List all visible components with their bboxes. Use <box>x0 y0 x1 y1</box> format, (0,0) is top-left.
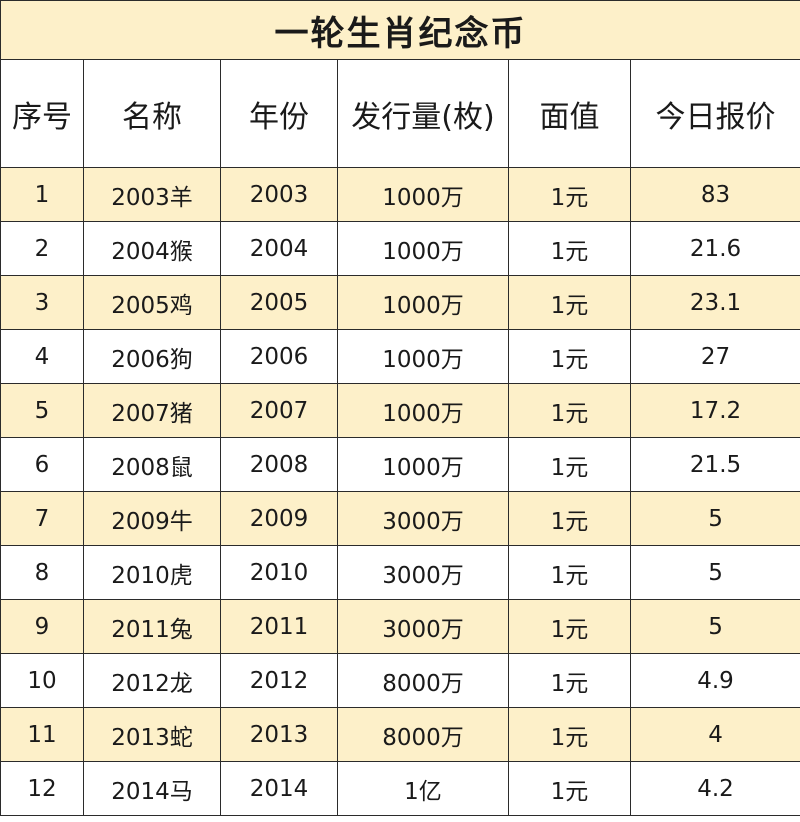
cell-name: 2007猪 <box>83 383 221 438</box>
cell-today-price: 21.5 <box>629 437 800 492</box>
cell-face-value: 1元 <box>508 707 631 762</box>
cell-name: 2011兔 <box>83 599 221 654</box>
table-row: 5 2007猪 2007 1000万 1元 17.2 <box>0 383 800 438</box>
header-row: 序号 名称 年份 发行量(枚) 面值 今日报价 <box>0 59 800 168</box>
cell-index: 7 <box>0 491 84 546</box>
cell-face-value: 1元 <box>508 491 631 546</box>
table-row: 6 2008鼠 2008 1000万 1元 21.5 <box>0 437 800 492</box>
cell-face-value: 1元 <box>508 437 631 492</box>
cell-name: 2008鼠 <box>83 437 221 492</box>
cell-year: 2014 <box>220 761 338 816</box>
table-row: 12 2014马 2014 1亿 1元 4.2 <box>0 761 800 816</box>
cell-name: 2006狗 <box>83 329 221 384</box>
cell-issue-quantity: 1000万 <box>337 275 509 330</box>
cell-index: 4 <box>0 329 84 384</box>
table-row: 9 2011兔 2011 3000万 1元 5 <box>0 599 800 654</box>
cell-today-price: 23.1 <box>629 275 800 330</box>
cell-name: 2005鸡 <box>83 275 221 330</box>
cell-issue-quantity: 3000万 <box>337 491 509 546</box>
cell-name: 2013蛇 <box>83 707 221 762</box>
cell-index: 5 <box>0 383 84 438</box>
table-row: 11 2013蛇 2013 8000万 1元 4 <box>0 707 800 762</box>
cell-issue-quantity: 1000万 <box>337 437 509 492</box>
cell-year: 2008 <box>220 437 338 492</box>
cell-index: 8 <box>0 545 84 600</box>
cell-today-price: 5 <box>629 491 800 546</box>
cell-year: 2007 <box>220 383 338 438</box>
table-row: 3 2005鸡 2005 1000万 1元 23.1 <box>0 275 800 330</box>
header-face-value: 面值 <box>508 59 631 168</box>
table-row: 8 2010虎 2010 3000万 1元 5 <box>0 545 800 600</box>
cell-today-price: 83 <box>629 167 800 222</box>
cell-issue-quantity: 8000万 <box>337 653 509 708</box>
header-issue-quantity: 发行量(枚) <box>337 59 509 168</box>
cell-today-price: 17.2 <box>629 383 800 438</box>
title-row: 一轮生肖纪念币 <box>0 0 800 60</box>
cell-index: 6 <box>0 437 84 492</box>
cell-name: 2004猴 <box>83 221 221 276</box>
cell-year: 2006 <box>220 329 338 384</box>
cell-today-price: 5 <box>629 599 800 654</box>
cell-name: 2009牛 <box>83 491 221 546</box>
cell-today-price: 27 <box>629 329 800 384</box>
table-row: 7 2009牛 2009 3000万 1元 5 <box>0 491 800 546</box>
cell-issue-quantity: 1亿 <box>337 761 509 816</box>
cell-index: 2 <box>0 221 84 276</box>
table-row: 4 2006狗 2006 1000万 1元 27 <box>0 329 800 384</box>
cell-face-value: 1元 <box>508 545 631 600</box>
table-title: 一轮生肖纪念币 <box>0 0 800 60</box>
cell-year: 2005 <box>220 275 338 330</box>
table-row: 1 2003羊 2003 1000万 1元 83 <box>0 167 800 222</box>
cell-issue-quantity: 1000万 <box>337 383 509 438</box>
header-today-price: 今日报价 <box>629 59 800 168</box>
cell-issue-quantity: 3000万 <box>337 545 509 600</box>
cell-issue-quantity: 1000万 <box>337 167 509 222</box>
cell-face-value: 1元 <box>508 599 631 654</box>
cell-today-price: 5 <box>629 545 800 600</box>
cell-index: 12 <box>0 761 84 816</box>
table-body: 1 2003羊 2003 1000万 1元 83 2 2004猴 2004 1000万 1元 21.6… <box>0 167 800 816</box>
header-year: 年份 <box>220 59 338 168</box>
cell-face-value: 1元 <box>508 761 631 816</box>
cell-issue-quantity: 1000万 <box>337 221 509 276</box>
cell-today-price: 4.2 <box>629 761 800 816</box>
cell-index: 11 <box>0 707 84 762</box>
cell-year: 2011 <box>220 599 338 654</box>
cell-year: 2003 <box>220 167 338 222</box>
cell-index: 3 <box>0 275 84 330</box>
cell-year: 2013 <box>220 707 338 762</box>
cell-issue-quantity: 1000万 <box>337 329 509 384</box>
cell-face-value: 1元 <box>508 653 631 708</box>
cell-index: 10 <box>0 653 84 708</box>
cell-face-value: 1元 <box>508 167 631 222</box>
cell-name: 2003羊 <box>83 167 221 222</box>
header-name: 名称 <box>83 59 221 168</box>
cell-year: 2010 <box>220 545 338 600</box>
cell-issue-quantity: 3000万 <box>337 599 509 654</box>
cell-today-price: 4.9 <box>629 653 800 708</box>
cell-today-price: 21.6 <box>629 221 800 276</box>
cell-index: 1 <box>0 167 84 222</box>
cell-face-value: 1元 <box>508 275 631 330</box>
cell-face-value: 1元 <box>508 383 631 438</box>
cell-year: 2009 <box>220 491 338 546</box>
cell-name: 2010虎 <box>83 545 221 600</box>
cell-name: 2014马 <box>83 761 221 816</box>
cell-issue-quantity: 8000万 <box>337 707 509 762</box>
header-index: 序号 <box>0 59 84 168</box>
cell-today-price: 4 <box>629 707 800 762</box>
cell-year: 2012 <box>220 653 338 708</box>
cell-face-value: 1元 <box>508 329 631 384</box>
cell-year: 2004 <box>220 221 338 276</box>
table-row: 10 2012龙 2012 8000万 1元 4.9 <box>0 653 800 708</box>
cell-name: 2012龙 <box>83 653 221 708</box>
table-row: 2 2004猴 2004 1000万 1元 21.6 <box>0 221 800 276</box>
cell-index: 9 <box>0 599 84 654</box>
cell-face-value: 1元 <box>508 221 631 276</box>
